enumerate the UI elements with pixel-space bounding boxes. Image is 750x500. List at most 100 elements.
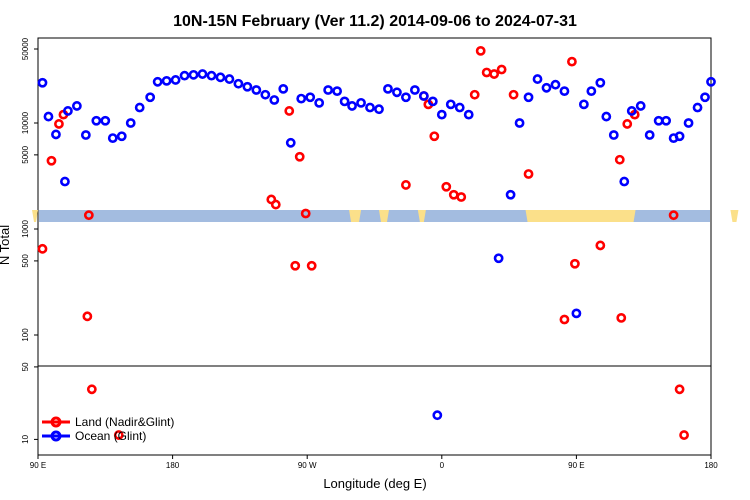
land-point — [523, 169, 534, 179]
ocean-point — [332, 86, 343, 97]
legend-land-label: Land (Nadir&Glint) — [75, 415, 174, 429]
ocean-point — [454, 102, 465, 113]
land-point — [82, 311, 93, 322]
ocean-point — [80, 130, 91, 140]
ocean-point — [706, 76, 716, 87]
ocean-point — [644, 130, 655, 140]
land-point — [37, 243, 48, 254]
ocean-point — [206, 70, 217, 81]
ocean-point — [365, 102, 375, 113]
ocean-point — [305, 92, 316, 103]
ocean-point — [170, 75, 181, 85]
ocean-point — [463, 109, 474, 120]
x-axis-label: Longitude (deg E) — [323, 476, 426, 491]
ocean-point — [661, 115, 672, 126]
x-axis: 90 E 180 90 W 0 90 E 180 — [30, 455, 718, 470]
x-tick-label: 180 — [166, 461, 180, 470]
y-tick-label: 10000 — [21, 111, 30, 134]
land-mask-segment — [417, 210, 426, 222]
plot-frame — [37, 37, 712, 456]
land-point — [113, 430, 124, 440]
land-point — [679, 430, 689, 440]
y-tick-label: 500 — [21, 254, 30, 268]
ocean-point — [179, 70, 190, 81]
y-tick-label: 1000 — [21, 220, 30, 238]
land-point — [570, 258, 580, 269]
ocean-point — [432, 410, 443, 421]
y-tick-label: 50000 — [21, 37, 30, 60]
ocean-point — [683, 118, 694, 128]
land-point — [496, 64, 507, 75]
land-mask — [32, 210, 739, 222]
ocean-point — [197, 69, 208, 79]
y-tick-label: 10 — [21, 434, 30, 443]
land-point — [86, 384, 97, 395]
land-mask-segment — [32, 210, 39, 222]
land-point — [270, 199, 281, 210]
land-mask-segment — [378, 210, 389, 222]
ocean-point — [692, 102, 703, 113]
land-point — [300, 208, 311, 219]
ocean-point — [559, 86, 570, 97]
ocean-point — [145, 92, 156, 103]
land-point — [616, 312, 627, 323]
ocean-point — [409, 85, 420, 95]
ocean-point — [43, 111, 54, 122]
data-points — [37, 45, 716, 440]
ocean-point — [523, 92, 534, 103]
ocean-point — [134, 102, 145, 113]
land-point — [622, 119, 633, 129]
land-point — [475, 45, 486, 56]
y-tick-label: 100 — [21, 328, 30, 342]
ocean-point — [532, 74, 543, 84]
legend-ocean-marker — [50, 430, 62, 442]
ocean-point — [635, 101, 646, 111]
land-point — [559, 314, 570, 325]
land-point — [306, 260, 317, 271]
ocean-point — [541, 82, 552, 93]
land-point — [489, 69, 500, 79]
ocean-point — [493, 253, 504, 264]
ocean-point — [63, 106, 73, 116]
land-point — [595, 240, 606, 251]
ocean-point — [242, 81, 253, 92]
land-point — [83, 210, 94, 221]
y-axis: 10 50 100 500 1000 5000 10000 50000 — [21, 37, 38, 444]
ocean-point — [374, 104, 384, 115]
ocean-point — [91, 115, 102, 126]
legend-land-marker — [50, 416, 62, 428]
legend: Land (Nadir&Glint) Ocean (Glint) — [42, 415, 174, 443]
ocean-point — [578, 99, 589, 110]
ocean-point — [347, 101, 357, 111]
land-point — [54, 119, 64, 129]
ocean-point — [152, 76, 163, 87]
ocean-point — [51, 129, 61, 140]
y-tick-label: 50 — [21, 362, 30, 371]
land-point — [469, 89, 480, 100]
ocean-point — [188, 69, 199, 80]
ocean-point — [37, 77, 48, 88]
land-point — [567, 56, 577, 67]
land-mask-segment — [730, 210, 739, 222]
y-tick-label: 5000 — [21, 145, 30, 163]
ocean-point — [285, 137, 296, 148]
ocean-point — [339, 96, 350, 107]
ocean-point — [233, 78, 244, 89]
x-tick-label: 0 — [440, 461, 445, 470]
ocean-point — [674, 131, 685, 142]
land-point — [508, 89, 519, 100]
ocean-point — [392, 87, 402, 98]
ocean-point — [571, 308, 582, 319]
ocean-point — [608, 130, 619, 140]
ocean-point — [278, 83, 289, 94]
ocean-point — [595, 77, 606, 88]
x-tick-label: 90 W — [298, 461, 317, 470]
ocean-point — [550, 79, 561, 90]
ocean-point — [323, 85, 334, 95]
land-point — [614, 154, 625, 165]
chart-title: 10N-15N February (Ver 11.2) 2014-09-06 t… — [173, 13, 577, 30]
ocean-point — [401, 92, 411, 103]
ocean-point — [260, 89, 271, 100]
legend-ocean-label: Ocean (Glint) — [75, 429, 146, 443]
